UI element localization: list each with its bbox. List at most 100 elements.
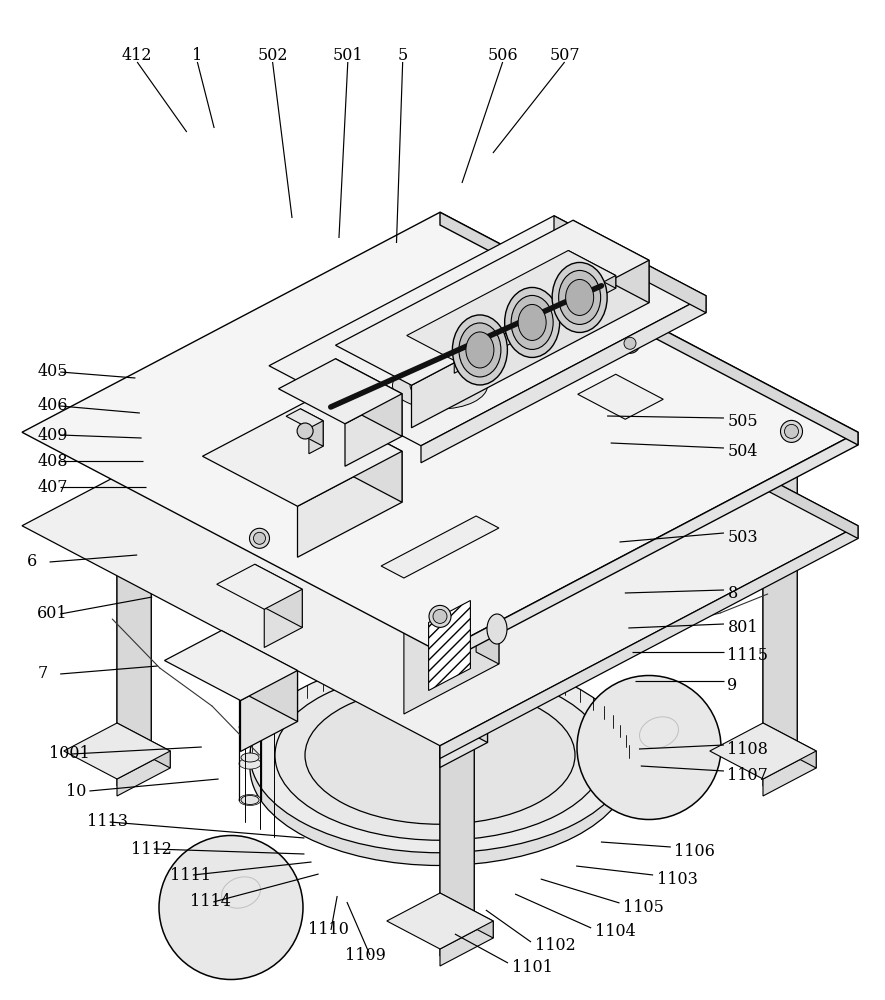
Ellipse shape [487,614,507,644]
Circle shape [250,528,270,548]
Polygon shape [440,615,474,956]
Polygon shape [309,421,323,454]
Ellipse shape [239,685,261,696]
Circle shape [253,532,266,544]
Circle shape [159,836,303,980]
Polygon shape [440,597,474,938]
Polygon shape [22,212,858,652]
Polygon shape [300,409,323,446]
Ellipse shape [452,315,507,385]
Text: 1113: 1113 [87,814,127,830]
Polygon shape [454,275,616,373]
Text: 502: 502 [258,46,288,64]
Text: 1105: 1105 [623,898,664,916]
Polygon shape [64,723,170,779]
Ellipse shape [410,370,470,400]
Ellipse shape [619,376,641,387]
Text: 10: 10 [66,782,87,800]
Text: 1104: 1104 [595,924,635,940]
Text: 505: 505 [727,414,758,430]
Ellipse shape [459,323,501,377]
Ellipse shape [619,340,641,351]
Polygon shape [406,257,474,293]
Polygon shape [217,564,303,609]
Circle shape [433,609,447,623]
Polygon shape [440,526,858,758]
Text: 801: 801 [727,619,758,637]
Text: 7: 7 [37,666,48,682]
Polygon shape [763,445,797,786]
Polygon shape [440,581,493,626]
Text: 412: 412 [122,46,152,64]
Text: 1103: 1103 [657,870,697,888]
Polygon shape [297,451,402,557]
Polygon shape [307,401,402,502]
Text: 1109: 1109 [345,946,386,964]
Ellipse shape [619,449,641,460]
Polygon shape [468,332,491,368]
Text: 9: 9 [727,676,738,694]
Polygon shape [520,305,543,340]
Polygon shape [22,306,858,746]
Text: 1001: 1001 [49,746,89,762]
Text: 501: 501 [333,46,363,64]
Polygon shape [412,260,649,428]
Polygon shape [578,374,663,419]
Ellipse shape [380,368,500,428]
Ellipse shape [621,595,639,604]
Ellipse shape [250,658,630,853]
Polygon shape [616,374,663,438]
Polygon shape [241,670,297,752]
Ellipse shape [305,686,575,824]
Ellipse shape [566,279,594,315]
Ellipse shape [558,270,601,324]
Ellipse shape [239,576,261,587]
Polygon shape [428,600,471,690]
Text: 507: 507 [550,46,580,64]
Polygon shape [407,250,616,360]
Polygon shape [335,359,402,436]
Polygon shape [440,306,858,538]
Polygon shape [440,921,493,966]
Text: 601: 601 [37,605,68,622]
Ellipse shape [239,612,261,623]
Polygon shape [255,564,303,628]
Polygon shape [440,420,488,742]
Polygon shape [387,893,493,949]
Polygon shape [658,450,715,532]
Polygon shape [279,359,402,424]
Text: 1114: 1114 [190,894,231,910]
Text: 8: 8 [727,585,738,602]
Polygon shape [625,399,663,458]
Ellipse shape [621,553,639,562]
Circle shape [624,337,636,349]
Polygon shape [117,427,151,768]
Polygon shape [582,410,715,481]
Text: 5: 5 [397,46,408,64]
Text: 406: 406 [37,397,67,414]
Polygon shape [573,220,649,303]
Ellipse shape [393,362,488,409]
Text: 405: 405 [37,363,67,380]
Polygon shape [763,751,816,796]
Text: 1108: 1108 [727,740,768,758]
Ellipse shape [241,710,259,720]
Polygon shape [393,420,488,470]
Ellipse shape [552,262,607,332]
Text: 506: 506 [488,46,518,64]
Polygon shape [729,427,797,463]
Polygon shape [406,597,474,633]
Polygon shape [568,280,591,315]
Ellipse shape [380,356,500,416]
Text: 6: 6 [27,554,37,570]
Ellipse shape [619,522,641,533]
Ellipse shape [504,287,559,357]
Ellipse shape [241,753,259,762]
Polygon shape [440,212,858,445]
Circle shape [784,424,798,438]
Text: 407: 407 [37,479,67,495]
Polygon shape [440,553,493,598]
Ellipse shape [239,722,261,733]
Polygon shape [165,631,297,700]
Polygon shape [335,220,649,385]
